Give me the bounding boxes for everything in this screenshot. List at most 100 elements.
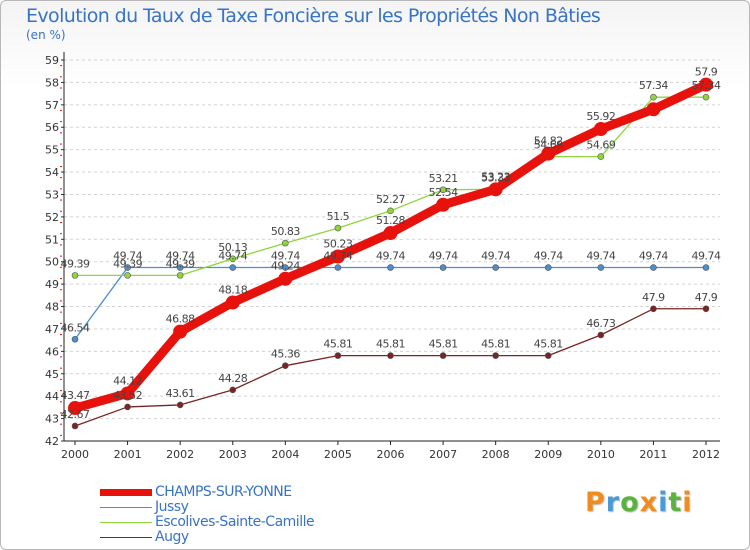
series-line-champs xyxy=(70,80,711,413)
legend-label-jussy: Jussy xyxy=(155,499,189,515)
data-point-augy xyxy=(702,305,710,313)
data-label-augy: 43.61 xyxy=(166,387,195,400)
data-point-escolives xyxy=(282,239,289,247)
chart-title: Evolution du Taux de Taxe Foncière sur l… xyxy=(26,5,601,27)
data-label-escolives: 50.83 xyxy=(271,225,300,238)
data-point-jussy xyxy=(124,264,131,271)
y-tick-label: 54 xyxy=(45,166,59,179)
y-tick-label: 44 xyxy=(45,390,59,403)
data-label-augy: 45.81 xyxy=(323,338,352,351)
data-label-jussy: 49.74 xyxy=(429,250,458,263)
data-point-augy xyxy=(229,386,237,394)
data-point-escolives xyxy=(176,272,184,279)
data-label-escolives: 49.39 xyxy=(113,257,142,270)
y-tick-label: 59 xyxy=(45,54,59,67)
data-label-jussy: 46.54 xyxy=(61,321,90,334)
data-point-augy xyxy=(71,422,79,430)
y-tick-label: 55 xyxy=(45,144,59,157)
data-point-jussy xyxy=(282,264,289,271)
data-point-jussy xyxy=(492,264,499,271)
y-tick-label: 46 xyxy=(45,345,59,358)
data-label-champs: 55.92 xyxy=(586,110,615,123)
legend-label-escolives: Escolives-Sainte-Camille xyxy=(155,514,315,530)
data-point-escolives xyxy=(650,93,657,101)
x-tick-label: 2002 xyxy=(166,448,194,461)
data-point-jussy xyxy=(544,264,552,271)
data-point-jussy xyxy=(597,264,605,271)
label-layer: 42.67 43.52 43.61 44.28 45.36 45.81 45.81 45.81… xyxy=(61,66,722,421)
data-label-augy: 45.81 xyxy=(429,338,458,351)
data-point-champs xyxy=(541,146,556,161)
data-label-escolives: 51.5 xyxy=(327,210,350,223)
legend-item-escolives[interactable]: Escolives-Sainte-Camille xyxy=(100,514,400,530)
legend-item-champs[interactable]: CHAMPS-SUR-YONNE xyxy=(100,484,400,500)
data-label-jussy: 49.74 xyxy=(692,250,721,263)
data-point-champs xyxy=(225,295,240,310)
data-label-escolives: 50.13 xyxy=(218,241,247,254)
data-label-augy: 47.9 xyxy=(695,291,718,304)
data-label-champs: 53.23 xyxy=(481,170,510,183)
data-label-escolives: 54.69 xyxy=(586,139,615,152)
y-tick-label: 52 xyxy=(45,211,59,224)
legend-swatch-champs xyxy=(100,489,152,496)
y-tick-label: 58 xyxy=(45,76,59,89)
data-label-augy: 43.52 xyxy=(113,389,142,402)
data-point-augy xyxy=(492,352,499,359)
data-point-champs xyxy=(383,226,398,241)
data-label-champs: 49.24 xyxy=(271,260,300,273)
data-label-champs: 43.47 xyxy=(61,389,90,402)
data-label-augy: 45.36 xyxy=(271,348,300,361)
data-point-champs xyxy=(646,102,661,117)
data-label-jussy: 49.74 xyxy=(534,250,563,263)
data-label-jussy: 49.74 xyxy=(376,250,405,263)
legend: CHAMPS-SUR-YONNE Jussy Escolives-Sainte-… xyxy=(100,484,400,545)
data-point-escolives xyxy=(597,153,605,160)
legend-swatch-jussy xyxy=(100,507,152,508)
logo-letter: i xyxy=(682,487,693,518)
data-label-champs: 51.28 xyxy=(376,214,405,227)
legend-item-augy[interactable]: Augy xyxy=(100,529,400,545)
data-point-jussy xyxy=(387,264,394,271)
data-point-champs xyxy=(488,182,503,197)
data-point-escolives xyxy=(229,255,237,263)
data-label-escolives: 52.27 xyxy=(376,193,405,206)
legend-item-jussy[interactable]: Jussy xyxy=(100,499,400,515)
x-tick-label: 2001 xyxy=(114,448,142,461)
x-tick-label: 2006 xyxy=(377,448,405,461)
x-tick-label: 2012 xyxy=(692,448,720,461)
data-point-augy xyxy=(544,352,552,359)
data-label-jussy: 49.74 xyxy=(166,250,195,263)
data-point-escolives xyxy=(702,93,710,101)
data-label-augy: 45.81 xyxy=(534,338,563,351)
data-label-jussy: 49.74 xyxy=(481,250,510,263)
logo-letter: r xyxy=(605,487,621,518)
data-point-augy xyxy=(282,362,289,369)
data-label-champs: 52.54 xyxy=(429,186,458,199)
y-tick-label: 49 xyxy=(45,278,59,291)
data-label-jussy: 49.74 xyxy=(323,250,352,263)
series-layer xyxy=(68,77,713,430)
logo-letter: x xyxy=(639,487,659,518)
data-point-jussy xyxy=(439,264,447,271)
x-tick-label: 2000 xyxy=(61,448,89,461)
legend-label-champs: CHAMPS-SUR-YONNE xyxy=(155,484,292,500)
x-tick-label: 2003 xyxy=(219,448,247,461)
data-label-escolives: 57.34 xyxy=(639,79,668,92)
data-label-escolives: 49.39 xyxy=(166,257,195,270)
data-label-augy: 42.67 xyxy=(61,408,90,421)
data-label-champs: 50.23 xyxy=(323,238,352,251)
x-tick-label: 2008 xyxy=(482,448,510,461)
data-point-champs xyxy=(278,271,293,286)
data-point-champs xyxy=(120,386,135,401)
logo-letter: o xyxy=(620,487,640,518)
y-tick-label: 47 xyxy=(45,323,59,336)
data-label-escolives: 49.39 xyxy=(61,257,90,270)
data-label-jussy: 49.74 xyxy=(113,250,142,263)
data-point-jussy xyxy=(71,335,79,343)
data-point-escolives xyxy=(439,186,447,194)
data-label-augy: 45.81 xyxy=(376,338,405,351)
y-tick-label: 53 xyxy=(45,188,59,201)
data-label-jussy: 49.74 xyxy=(586,250,615,263)
data-point-escolives xyxy=(387,207,394,215)
